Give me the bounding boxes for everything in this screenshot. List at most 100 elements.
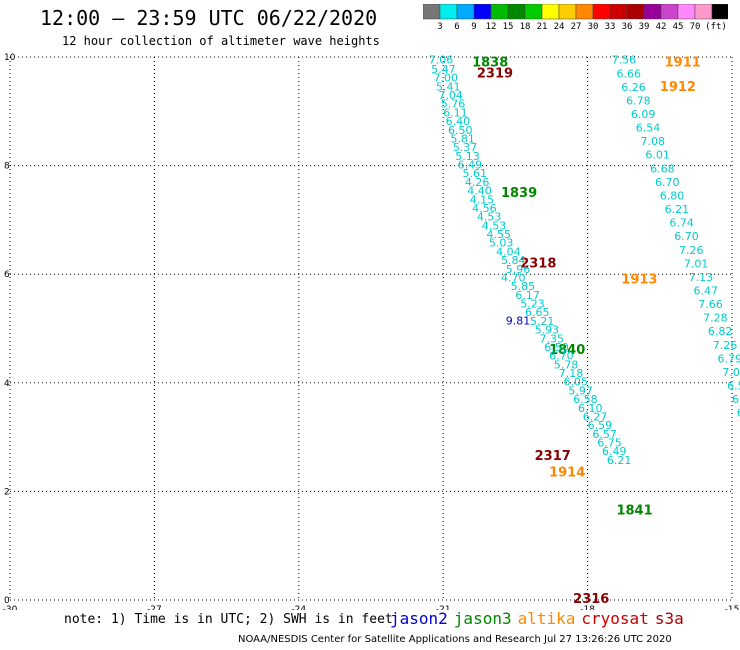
wave-height-value: 5.81	[450, 132, 475, 145]
wave-height-value: 6.65	[525, 306, 550, 319]
wave-height-value: 5.78	[554, 358, 579, 371]
wave-height-value: 5.03	[489, 237, 513, 250]
wave-height-value: 6.09	[631, 108, 656, 121]
wave-height-value: 7.08	[641, 135, 666, 148]
wave-height-value: 4.53	[482, 219, 507, 232]
wave-height-value: 6.78	[626, 94, 651, 107]
colorbar	[423, 4, 728, 20]
legend-item: jason3	[453, 609, 512, 628]
wave-height-value: 6.58	[573, 393, 598, 406]
pass-id-label: 1839	[501, 186, 537, 201]
wave-height-value: 7.28	[703, 312, 728, 325]
wave-height-value: 5.47	[431, 63, 456, 76]
wave-height-value: 4.15	[470, 193, 495, 206]
wave-height-value: 7.04	[438, 89, 463, 102]
legend-item: cryosat	[581, 609, 649, 628]
wave-height-value: 6.53	[727, 380, 740, 393]
wave-height-value: 6.48	[732, 393, 740, 406]
y-tick-label: 0	[4, 596, 10, 606]
wave-height-value: 5.23	[520, 298, 545, 311]
legend-item: s3a	[654, 609, 684, 628]
wave-height-value: 5.85	[511, 280, 536, 293]
wave-height-value: 6.27	[583, 410, 608, 423]
wave-height-value: 6.47	[693, 284, 718, 297]
pass-id-label: 2316	[573, 592, 609, 607]
wave-height-value: 6.49	[602, 445, 627, 458]
x-tick-label: -15	[725, 605, 740, 610]
wave-height-value: 6.70	[674, 230, 699, 243]
wave-height-value: 6.21	[607, 454, 632, 467]
colorbar-tick: 30	[587, 22, 599, 32]
y-tick-label: 8	[4, 162, 10, 172]
y-tick-label: 2	[4, 487, 10, 497]
wave-height-value: 6.40	[446, 115, 471, 128]
x-tick-label: -24	[291, 605, 306, 610]
footer-note: note: 1) Time is in UTC; 2) SWH is in fe…	[64, 612, 393, 627]
wave-height-value: 6.21	[665, 203, 690, 216]
x-tick-label: -27	[147, 605, 162, 610]
pass-id-label: 1841	[616, 503, 652, 518]
pass-id-label: 2317	[535, 449, 571, 464]
wave-height-value: 9.81	[506, 314, 530, 327]
wave-height-value: 5.96	[506, 263, 530, 276]
wave-height-value: 4.55	[487, 228, 512, 241]
wave-height-value: 4.53	[477, 211, 502, 224]
colorbar-tick: 39	[638, 22, 650, 32]
wave-height-value: 5.41	[436, 80, 461, 93]
colorbar-tick: 9	[471, 22, 477, 32]
wave-height-plot: -30 -27 -24 -21 -18 -15 0 2 4 6 8 10 9.81 1838 1839 184…	[3, 53, 740, 610]
wave-height-value: 5.93	[535, 324, 560, 337]
wave-height-value: 4.04	[496, 245, 521, 258]
wave-height-value: 7.56	[612, 54, 637, 67]
wave-height-value: 6.11	[443, 106, 468, 119]
colorbar-tick: 45	[672, 22, 684, 32]
wave-height-value: 6.54	[636, 122, 661, 135]
pass-id-label: 1911	[665, 55, 701, 70]
wave-height-value: 6.01	[645, 149, 670, 162]
wave-height-value: 4.56	[472, 202, 497, 215]
colorbar-tick: (ft)	[705, 22, 727, 32]
pass-id-label: 2319	[477, 66, 513, 81]
y-tick-label: 10	[4, 53, 16, 63]
wave-height-value: 7.01	[684, 257, 709, 270]
colorbar-tick: 36	[621, 22, 633, 32]
x-tick-label: -21	[436, 605, 451, 610]
wave-height-value: 6.74	[669, 217, 694, 230]
legend-item: jason2	[390, 609, 448, 628]
pass-id-label: 1840	[549, 343, 585, 358]
pass-id-label: 1838	[472, 55, 508, 70]
wave-height-value: 6.70	[549, 350, 574, 363]
footer-credit: NOAA/NESDIS Center for Satellite Applica…	[238, 634, 672, 645]
colorbar-ticks: 3 6 9 12 15 18 21 24 27 30 33 36 39 42 45 70 (ft)	[423, 22, 740, 36]
wave-height-value: 7.00	[434, 72, 459, 85]
wave-height-value: 6.05	[564, 376, 589, 389]
wave-height-value: 7.66	[698, 298, 723, 311]
wave-height-value: 6.72	[737, 407, 740, 420]
pass-id-label: 1912	[660, 80, 696, 95]
wave-height-value: 6.17	[515, 289, 540, 302]
wave-height-value: 6.66	[616, 67, 641, 80]
y-tick-label: 4	[4, 379, 10, 389]
x-tick-label: -30	[3, 605, 18, 610]
wave-height-value: 6.79	[718, 352, 740, 365]
wave-height-value: 6.70	[655, 176, 680, 189]
wave-height-value: 7.26	[679, 244, 704, 257]
wave-height-value: 6.68	[650, 162, 675, 175]
pass-id-label: 1914	[549, 465, 585, 480]
chart-title: 12:00 – 23:59 UTC 06/22/2020	[40, 6, 378, 30]
pass-id-label: 2318	[520, 256, 556, 271]
wave-height-value: 4.40	[467, 185, 492, 198]
colorbar-tick: 24	[553, 22, 565, 32]
wave-height-value: 7.13	[689, 271, 714, 284]
colorbar-tick: 21	[536, 22, 548, 32]
satellite-legend: jason2 jason3 altika cryosat s3a	[390, 609, 690, 628]
colorbar-tick: 33	[604, 22, 616, 32]
wave-height-value: 7.18	[559, 367, 584, 380]
wave-height-value: 6.80	[660, 189, 685, 202]
wave-height-value: 5.97	[568, 384, 593, 397]
wave-height-value: 6.75	[597, 437, 622, 450]
colorbar-tick: 42	[655, 22, 667, 32]
wave-height-value: 6.50	[448, 124, 473, 137]
legend-item: altika	[517, 609, 576, 628]
wave-height-value: 7.26	[713, 339, 738, 352]
